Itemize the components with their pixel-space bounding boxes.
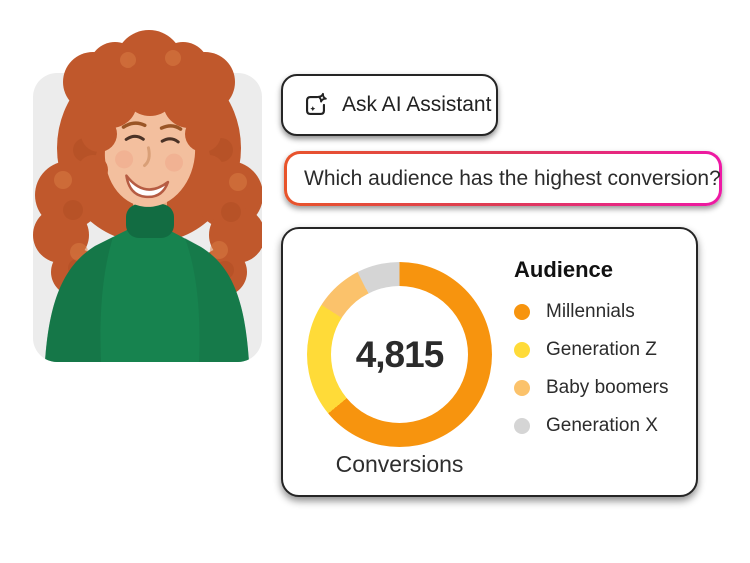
ai-sparkle-icon <box>305 92 327 115</box>
legend-dot-millennials <box>514 304 530 320</box>
legend-item-millennials: Millennials <box>514 293 669 331</box>
legend-label: Baby boomers <box>546 377 669 398</box>
legend-dot-baby-boomers <box>514 380 530 396</box>
legend-label: Generation X <box>546 415 658 436</box>
ask-ai-assistant-label: Ask AI Assistant <box>342 93 492 116</box>
conversions-total: 4,815 <box>355 333 445 375</box>
conversions-chart-card: 4,815 Conversions Audience Millennials G… <box>281 227 698 497</box>
chart-legend: Audience Millennials Generation Z Baby b… <box>514 257 669 445</box>
chart-axis-label: Conversions <box>335 451 464 477</box>
ask-ai-assistant-button[interactable]: Ask AI Assistant <box>281 74 498 136</box>
donut-hole: 4,815 <box>331 286 468 423</box>
customer-photo <box>33 30 265 362</box>
legend-label: Generation Z <box>546 339 657 360</box>
legend-item-baby-boomers: Baby boomers <box>514 369 669 407</box>
woman-portrait-illustration <box>33 30 265 362</box>
legend-dot-generation-z <box>514 342 530 358</box>
donut-chart: 4,815 <box>307 262 492 447</box>
query-text: Which audience has the highest conversio… <box>304 166 721 190</box>
ai-query-input[interactable]: Which audience has the highest conversio… <box>284 151 722 206</box>
legend-item-generation-x: Generation X <box>514 407 669 445</box>
legend-label: Millennials <box>546 301 635 322</box>
legend-title: Audience <box>514 257 614 282</box>
legend-item-generation-z: Generation Z <box>514 331 669 369</box>
legend-dot-generation-x <box>514 418 530 434</box>
